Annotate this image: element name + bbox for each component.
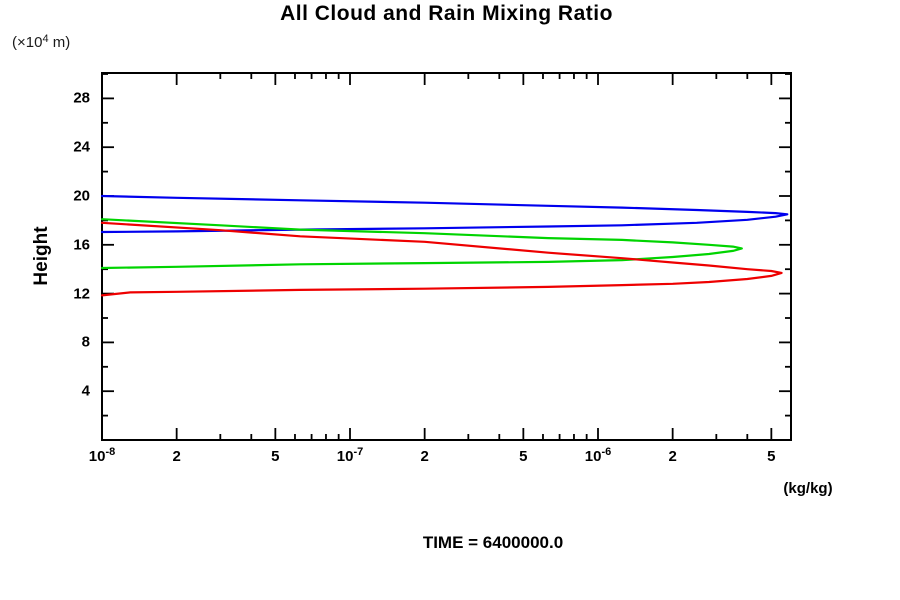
x-tick-exponent: -6 (601, 446, 612, 458)
y-unit-prefix: (×10 (12, 34, 43, 51)
chart-title: All Cloud and Rain Mixing Ratio (280, 2, 613, 25)
y-tick-label: 24 (73, 138, 90, 156)
series-green (100, 218, 743, 270)
x-tick-base: 5 (519, 448, 528, 465)
y-tick-label: 4 (81, 382, 90, 400)
x-tick-base: 2 (668, 448, 677, 465)
y-tick-label: 12 (73, 285, 90, 303)
x-tick-label: 5 (519, 448, 527, 465)
x-tick-base: 5 (767, 448, 776, 465)
x-tick-base: 10 (88, 448, 106, 465)
x-tick-label: 10-8 (88, 446, 116, 465)
x-tick-label: 10-7 (336, 446, 364, 465)
x-tick-label: 2 (420, 448, 428, 465)
y-tick-label: 8 (81, 333, 90, 351)
x-tick-label: 2 (172, 448, 180, 465)
series-red (100, 221, 783, 297)
x-tick-base: 10 (584, 448, 602, 465)
x-tick-label: 10-6 (584, 446, 612, 465)
x-tick-exponent: -8 (105, 446, 116, 458)
y-tick-label: 28 (73, 89, 90, 107)
x-tick-label: 5 (271, 448, 279, 465)
y-axis-unit-label: (×104 m) (12, 33, 71, 51)
series-blue (100, 194, 789, 234)
x-tick-exponent: -7 (353, 446, 364, 458)
x-tick-base: 5 (271, 448, 280, 465)
y-tick-label: 20 (73, 187, 90, 205)
y-unit-exponent: 4 (42, 33, 49, 45)
x-tick-label: 2 (668, 448, 676, 465)
x-axis-unit-label: (kg/kg) (783, 480, 833, 497)
y-unit-suffix: m) (48, 34, 71, 51)
y-tick-label: 16 (73, 236, 90, 254)
plot-frame (101, 72, 792, 441)
x-tick-base: 10 (336, 448, 354, 465)
x-tick-base: 2 (420, 448, 429, 465)
x-tick-base: 2 (172, 448, 181, 465)
x-tick-label: 5 (767, 448, 775, 465)
time-annotation: TIME = 6400000.0 (422, 533, 564, 552)
